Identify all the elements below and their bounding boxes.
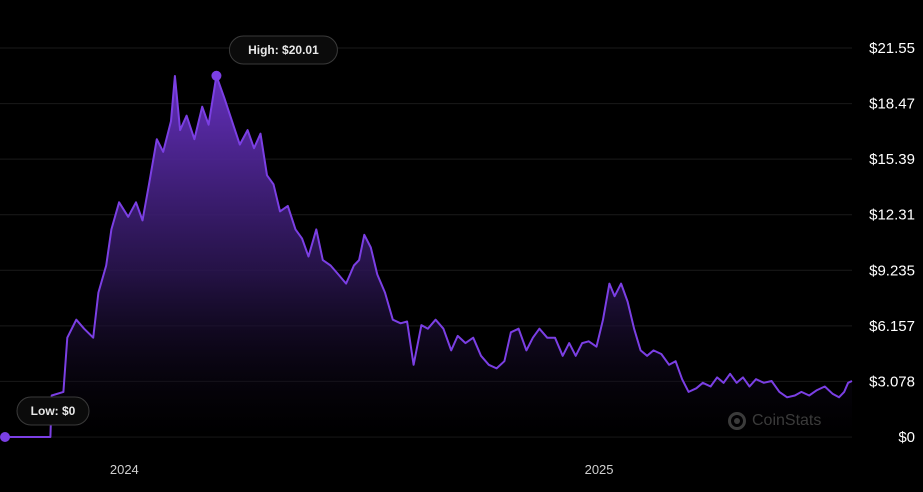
y-tick-label: $18.47 xyxy=(869,96,915,113)
markers: High: $20.01 Low: $0 xyxy=(0,35,338,442)
y-tick-label: $21.55 xyxy=(869,40,915,57)
price-line[interactable] xyxy=(5,74,853,438)
x-tick-label: 2025 xyxy=(585,462,614,477)
y-tick-label: $6.157 xyxy=(869,318,915,335)
x-tick-label: 2024 xyxy=(110,462,139,477)
watermark-text: CoinStats xyxy=(752,412,822,429)
y-tick-label: $15.39 xyxy=(869,151,915,168)
high-marker[interactable] xyxy=(211,70,222,81)
y-tick-label: $3.078 xyxy=(869,373,915,390)
low-callout: Low: $0 xyxy=(16,396,90,426)
y-axis: $21.55 $18.47 $15.39 $12.31 $9.235 $6.157 $3.0… xyxy=(869,40,915,446)
coinstats-logo-icon xyxy=(728,412,746,430)
high-callout-text: High: $20.01 xyxy=(248,43,319,57)
y-tick-label: $0 xyxy=(898,429,915,446)
x-axis: 2024 2025 xyxy=(110,462,614,477)
low-callout-text: Low: $0 xyxy=(31,404,76,418)
y-tick-label: $9.235 xyxy=(869,262,915,279)
low-marker[interactable] xyxy=(0,432,10,442)
coinstats-watermark: CoinStats xyxy=(728,412,821,430)
high-callout: High: $20.01 xyxy=(228,35,338,65)
y-tick-label: $12.31 xyxy=(869,207,915,224)
price-area xyxy=(5,75,852,438)
